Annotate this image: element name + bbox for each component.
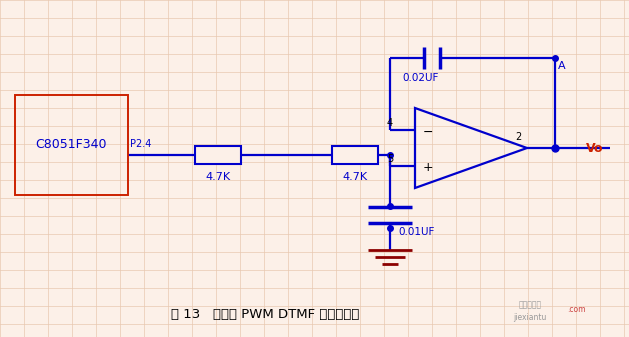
Text: +: + (423, 161, 433, 174)
Text: 图 13   单片机 PWM DTMF 通信原理图: 图 13 单片机 PWM DTMF 通信原理图 (171, 308, 359, 321)
Text: .com: .com (567, 306, 586, 314)
Text: C8051F340: C8051F340 (36, 139, 108, 152)
Text: Vo: Vo (586, 142, 603, 154)
Text: −: − (423, 126, 433, 139)
Text: A: A (558, 61, 565, 71)
Text: 0.02UF: 0.02UF (402, 73, 438, 83)
Text: 电子发烧友: 电子发烧友 (518, 301, 542, 309)
Bar (332, 146, 378, 164)
Text: P2.4: P2.4 (130, 139, 152, 149)
Text: 4.7K: 4.7K (342, 172, 367, 182)
Text: 4: 4 (387, 118, 393, 128)
Text: 5: 5 (387, 154, 393, 163)
Text: 2: 2 (515, 132, 521, 142)
Text: jiexiantu: jiexiantu (513, 313, 547, 323)
Bar (15, 95, 128, 195)
Text: 4.7K: 4.7K (206, 172, 231, 182)
Text: 0.01UF: 0.01UF (398, 227, 435, 237)
Bar (195, 146, 241, 164)
